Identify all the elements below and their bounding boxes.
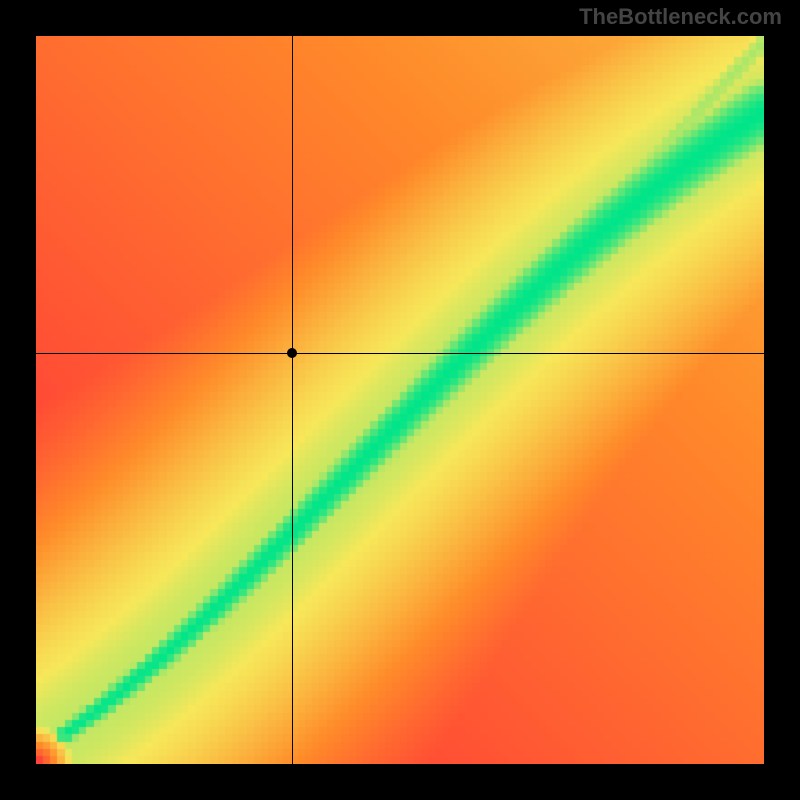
watermark-text: TheBottleneck.com [579, 4, 782, 30]
heatmap-plot [36, 36, 764, 764]
crosshair-horizontal [36, 353, 764, 354]
crosshair-vertical [292, 36, 293, 764]
heatmap-canvas [36, 36, 764, 764]
crosshair-marker-icon [287, 348, 297, 358]
image-frame: TheBottleneck.com [0, 0, 800, 800]
